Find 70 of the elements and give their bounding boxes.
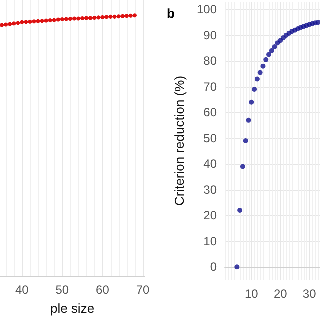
- y-tick-label: 30: [204, 182, 218, 197]
- chart-title: b: [167, 6, 175, 21]
- point: [108, 14, 113, 19]
- point: [96, 16, 101, 20]
- x-tick-label: 20: [274, 287, 288, 301]
- point: [20, 20, 24, 24]
- y-tick-label: 70: [204, 80, 218, 94]
- point: [28, 20, 32, 24]
- point: [266, 52, 272, 58]
- y-tick-label: 10: [204, 234, 218, 248]
- point: [112, 14, 117, 19]
- point: [72, 16, 77, 21]
- point: [84, 16, 89, 20]
- point: [269, 48, 274, 54]
- point: [4, 22, 8, 27]
- point: [80, 16, 85, 20]
- y-tick-label: 40: [204, 157, 218, 172]
- point: [76, 16, 81, 21]
- y-tick-label: 0: [210, 260, 218, 274]
- point: [238, 208, 243, 213]
- point: [249, 100, 254, 105]
- point: [260, 64, 266, 69]
- x-axis-title: ple size: [50, 301, 95, 316]
- point: [234, 264, 240, 270]
- point: [56, 18, 60, 22]
- x-tick-label: 70: [136, 283, 150, 297]
- y-tick-label: 20: [204, 208, 218, 223]
- point: [32, 20, 36, 24]
- y-tick-label: 100: [196, 2, 218, 17]
- point: [316, 20, 320, 26]
- x-tick-label: 50: [56, 283, 70, 297]
- point: [60, 18, 64, 22]
- point: [240, 164, 246, 170]
- point: [88, 16, 93, 20]
- point: [40, 19, 44, 24]
- point: [264, 57, 269, 62]
- point: [243, 138, 248, 144]
- x-tick-label: 60: [96, 283, 110, 297]
- point: [272, 44, 278, 50]
- point: [44, 18, 48, 23]
- point: [246, 118, 252, 123]
- point: [254, 76, 260, 82]
- point: [68, 17, 72, 22]
- point: [8, 22, 12, 26]
- x-tick-label: 30: [302, 287, 317, 301]
- y-axis-title: Criterion reduction (%): [172, 76, 188, 206]
- point: [124, 14, 129, 18]
- point: [252, 87, 258, 92]
- point: [100, 15, 105, 20]
- point: [258, 70, 263, 76]
- point: [0, 23, 4, 28]
- point: [92, 16, 97, 20]
- y-tick-label: 80: [204, 54, 218, 68]
- point: [132, 14, 137, 18]
- y-tick-label: 50: [204, 131, 218, 146]
- point: [64, 17, 68, 22]
- point: [52, 18, 56, 22]
- x-tick-label: 10: [244, 287, 259, 301]
- point: [16, 21, 20, 26]
- y-tick-label: 90: [204, 28, 218, 42]
- point: [120, 14, 125, 18]
- y-tick-label: 60: [204, 106, 218, 120]
- point: [48, 18, 52, 23]
- point: [24, 20, 28, 24]
- point: [128, 14, 133, 18]
- point: [12, 22, 16, 26]
- point: [36, 19, 40, 24]
- x-tick-label: 40: [15, 283, 30, 297]
- point: [116, 14, 121, 19]
- point: [104, 15, 109, 20]
